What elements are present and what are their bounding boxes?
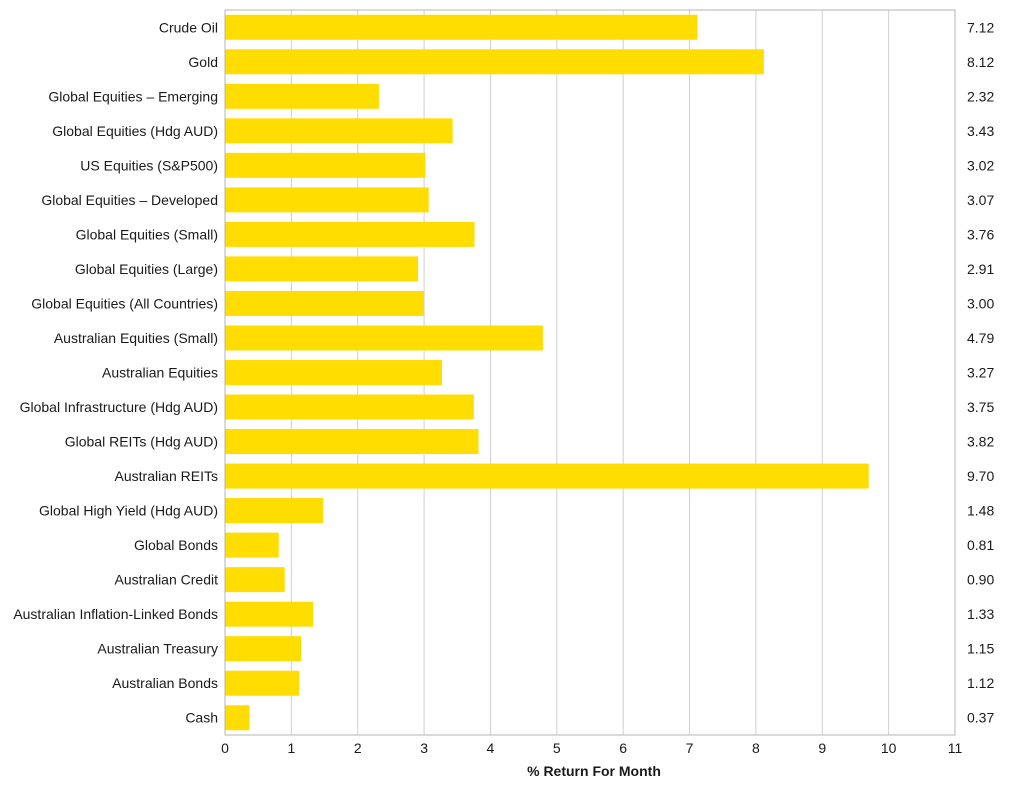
bar [225, 601, 314, 627]
category-label: Australian Inflation-Linked Bonds [13, 606, 218, 622]
value-label: 0.90 [967, 572, 994, 588]
category-label: Gold [188, 54, 218, 70]
x-tick-label: 11 [948, 740, 963, 756]
bar [225, 567, 285, 593]
value-label: 1.15 [967, 641, 994, 657]
x-tick-label: 9 [818, 740, 826, 756]
x-tick-label: 8 [752, 740, 760, 756]
value-labels: 7.12 8.12 2.32 3.43 3.02 3.07 3.76 2.91 3.00 4.79… [967, 19, 994, 725]
value-label: 3.07 [967, 192, 994, 208]
bar [225, 429, 479, 455]
value-label: 3.02 [967, 157, 994, 173]
category-label: Global Infrastructure (Hdg AUD) [20, 399, 218, 415]
x-tick-label: 0 [221, 740, 229, 756]
bar [225, 636, 302, 662]
category-label: Global REITs (Hdg AUD) [65, 434, 218, 450]
value-label: 7.12 [967, 19, 994, 35]
bar [225, 187, 429, 213]
bar [225, 83, 379, 109]
x-tick-label: 3 [420, 740, 428, 756]
bar [225, 49, 764, 75]
bar [225, 118, 453, 144]
category-label: Cash [185, 710, 218, 726]
bars [225, 14, 869, 731]
value-label: 3.27 [967, 365, 994, 381]
category-label: Australian Treasury [97, 641, 218, 657]
plot-frame [224, 9, 956, 736]
value-label: 9.70 [967, 468, 994, 484]
category-label: Global High Yield (Hdg AUD) [39, 503, 218, 519]
bar [225, 221, 475, 247]
value-label: 0.81 [967, 537, 994, 553]
x-tick-label: 5 [553, 740, 561, 756]
x-tick-label: 1 [287, 740, 295, 756]
value-label: 3.75 [967, 399, 994, 415]
value-label: 1.48 [967, 503, 994, 519]
category-labels: Crude Oil Gold Global Equities – Emerging G… [13, 19, 218, 725]
bar [225, 325, 543, 351]
bar [225, 290, 425, 316]
category-label: Australian REITs [115, 468, 218, 484]
category-label: US Equities (S&P500) [80, 157, 218, 173]
x-axis-label: % Return For Month [527, 763, 661, 779]
bar [225, 670, 300, 696]
category-label: Global Bonds [134, 537, 218, 553]
category-label: Global Equities (Large) [75, 261, 218, 277]
value-label: 8.12 [967, 54, 994, 70]
bar [225, 705, 250, 731]
value-label: 3.00 [967, 295, 994, 311]
bar [225, 14, 698, 40]
value-label: 0.37 [967, 710, 994, 726]
value-label: 1.12 [967, 675, 994, 691]
value-label: 1.33 [967, 606, 994, 622]
value-label: 2.91 [967, 261, 994, 277]
bar [225, 394, 474, 420]
x-tick-label: 7 [686, 740, 694, 756]
bar [225, 256, 419, 282]
value-label: 4.79 [967, 330, 994, 346]
category-label: Australian Credit [115, 572, 219, 588]
category-label: Global Equities (Hdg AUD) [52, 123, 218, 139]
bar [225, 532, 279, 558]
x-tick-label: 2 [354, 740, 362, 756]
bar [225, 498, 324, 524]
bar [225, 152, 426, 178]
category-label: Australian Equities [102, 365, 218, 381]
category-label: Global Equities – Developed [41, 192, 218, 208]
category-label: Global Equities (Small) [76, 226, 218, 242]
category-label: Australian Equities (Small) [54, 330, 218, 346]
x-tick-label: 6 [619, 740, 627, 756]
x-tick-label: 4 [487, 740, 495, 756]
category-label: Global Equities – Emerging [48, 88, 218, 104]
value-label: 3.82 [967, 434, 994, 450]
x-tick-labels: 0 1 2 3 4 5 6 7 8 9 10 11 [221, 740, 962, 756]
category-label: Global Equities (All Countries) [31, 295, 218, 311]
value-label: 3.76 [967, 226, 994, 242]
value-label: 2.32 [967, 88, 994, 104]
category-label: Australian Bonds [112, 675, 218, 691]
x-tick-label: 10 [881, 740, 897, 756]
bar [225, 463, 869, 489]
bar [225, 360, 443, 385]
category-label: Crude Oil [159, 19, 218, 35]
value-label: 3.43 [967, 123, 994, 139]
